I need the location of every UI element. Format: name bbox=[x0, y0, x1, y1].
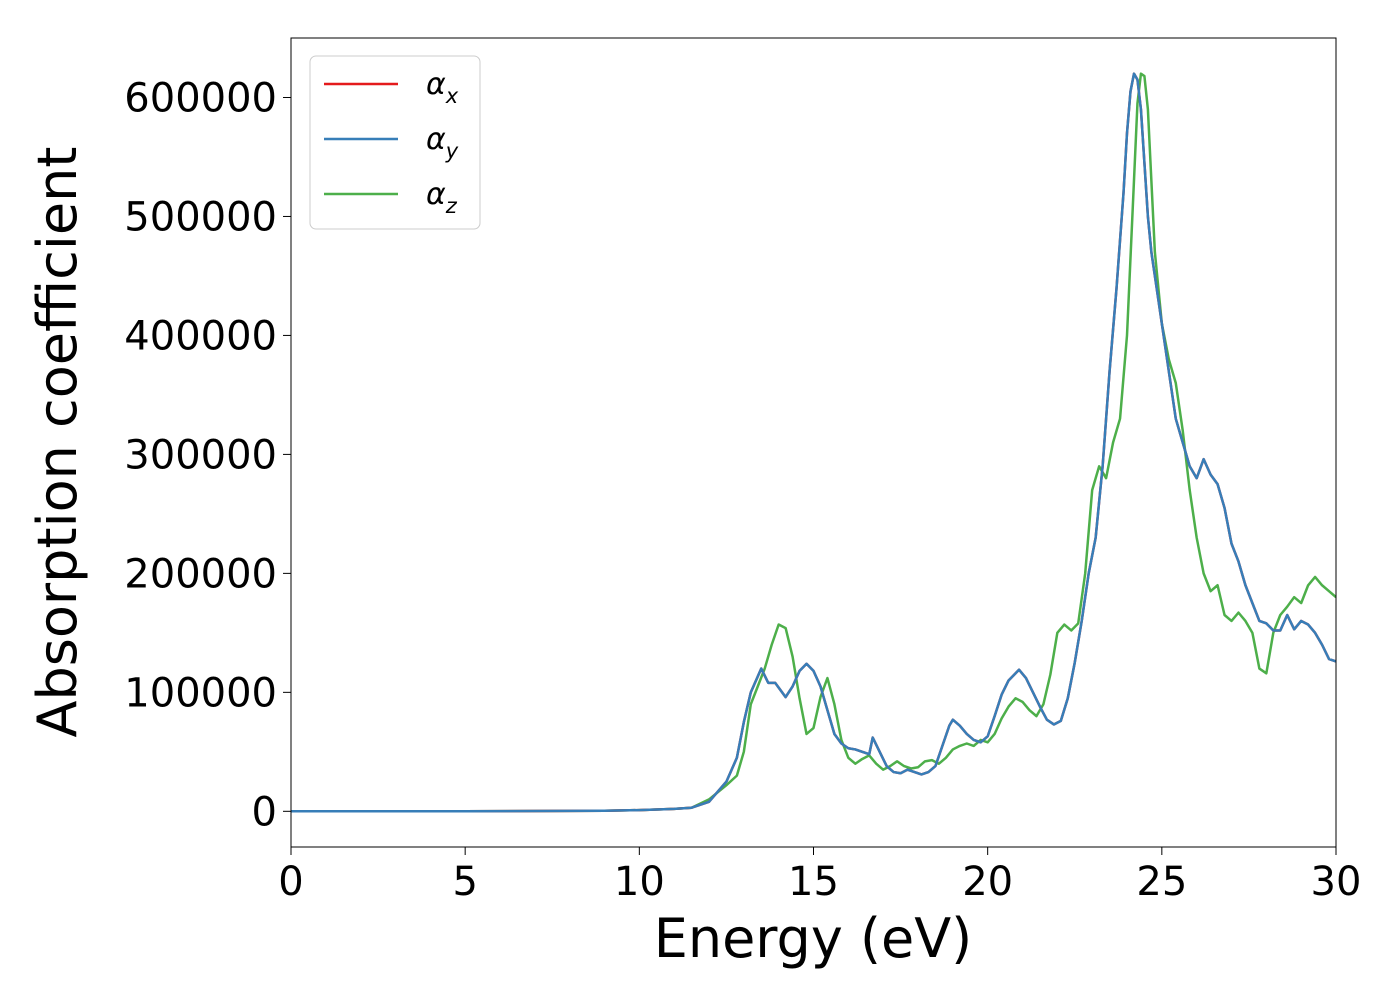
x-tick-label: 10 bbox=[614, 859, 665, 905]
legend-box bbox=[309, 55, 481, 230]
legend-label-alpha-x: αx bbox=[426, 67, 459, 108]
y-axis: 0 100000 200000 300000 400000 500000 600000 bbox=[124, 75, 291, 835]
x-tick-label: 25 bbox=[1136, 859, 1187, 905]
y-tick-label: 400000 bbox=[124, 313, 277, 359]
y-tick-label: 100000 bbox=[124, 670, 277, 716]
x-tick-label: 0 bbox=[278, 859, 303, 905]
x-tick-label: 20 bbox=[962, 859, 1013, 905]
x-tick-label: 15 bbox=[788, 859, 839, 905]
y-axis-title: Absorption coefficient bbox=[26, 147, 89, 738]
series-line-alpha-y bbox=[291, 72, 1336, 813]
y-tick-label: 300000 bbox=[124, 432, 277, 478]
y-tick-label: 200000 bbox=[124, 551, 277, 597]
x-tick-label: 5 bbox=[452, 859, 477, 905]
legend: αx αy αz bbox=[309, 55, 481, 230]
x-tick-label: 30 bbox=[1311, 859, 1362, 905]
series-layer bbox=[291, 72, 1336, 813]
y-tick-label: 0 bbox=[252, 789, 277, 835]
y-tick-label: 500000 bbox=[124, 194, 277, 240]
x-axis-title: Energy (eV) bbox=[654, 907, 973, 970]
legend-label-alpha-y: αy bbox=[426, 122, 459, 163]
y-tick-label: 600000 bbox=[124, 75, 277, 121]
x-axis: 0 5 10 15 20 25 30 bbox=[278, 847, 1361, 905]
series-line-alpha-z bbox=[291, 72, 1336, 813]
legend-label-alpha-z: αz bbox=[426, 177, 458, 218]
